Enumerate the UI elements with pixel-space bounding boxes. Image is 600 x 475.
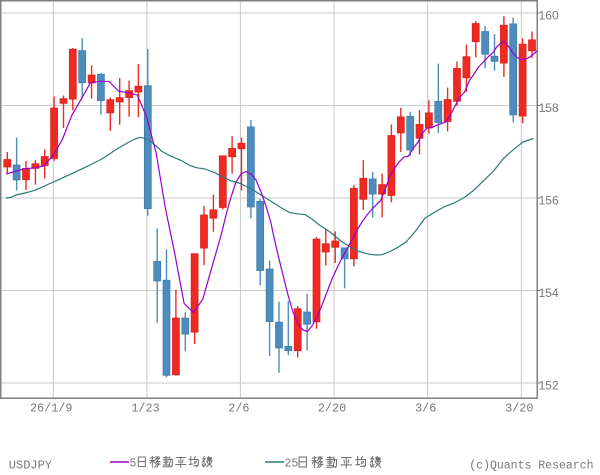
svg-text:3/20: 3/20 [505, 402, 533, 416]
svg-text:26/1/9: 26/1/9 [30, 402, 72, 416]
svg-text:156: 156 [539, 194, 559, 208]
svg-text:25: 25 [285, 458, 299, 471]
svg-text:5: 5 [130, 458, 137, 471]
svg-text:USDJPY: USDJPY [9, 459, 52, 473]
svg-text:2/6: 2/6 [228, 402, 249, 416]
svg-text:154: 154 [539, 286, 559, 300]
svg-text:1/23: 1/23 [131, 402, 159, 416]
svg-text:158: 158 [539, 101, 559, 115]
svg-text:(c)Quants Research: (c)Quants Research [469, 460, 593, 473]
svg-text:2/20: 2/20 [318, 402, 346, 416]
svg-text:152: 152 [539, 379, 559, 393]
svg-text:3/6: 3/6 [415, 402, 436, 416]
svg-text:160: 160 [539, 9, 559, 23]
